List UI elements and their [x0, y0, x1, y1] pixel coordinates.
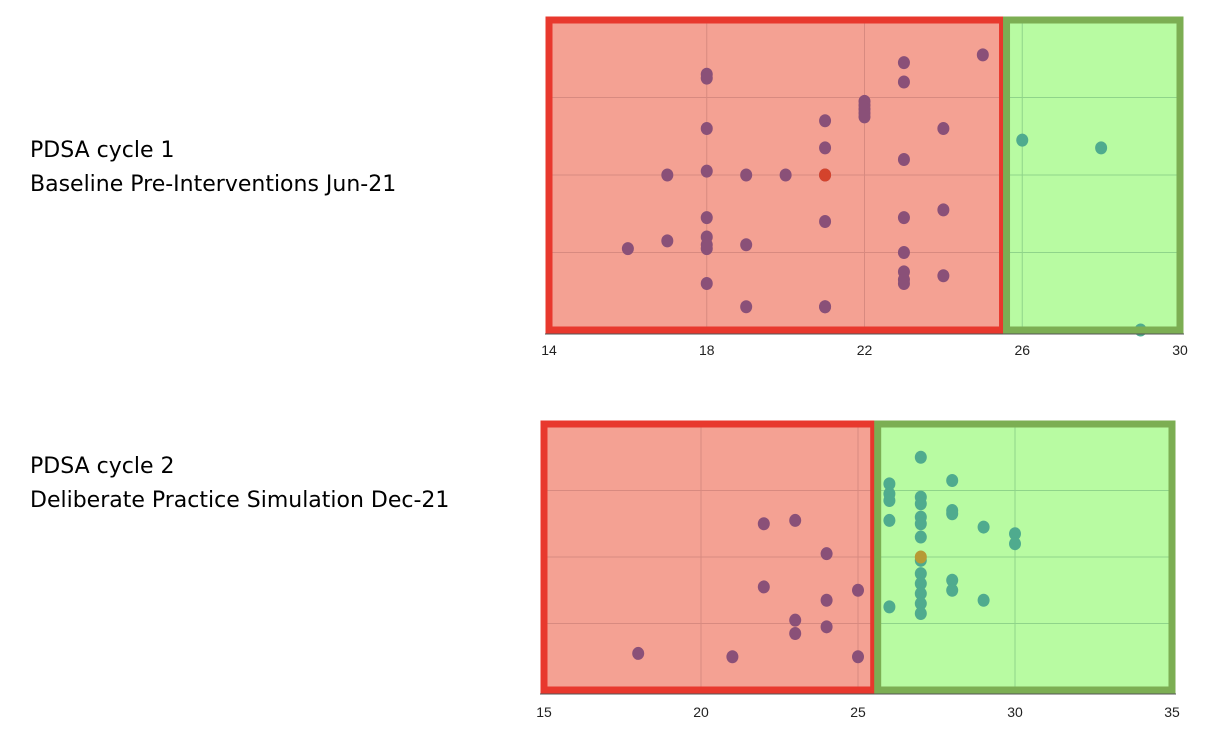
data-point	[700, 71, 713, 85]
data-point	[621, 242, 634, 256]
x-tick-label: 14	[541, 342, 557, 358]
data-point	[1016, 133, 1029, 147]
data-point	[858, 110, 871, 124]
caption-cycle-1-subtitle: Baseline Pre-Interventions Jun-21	[30, 172, 397, 197]
data-point	[700, 122, 713, 135]
data-point	[661, 234, 674, 248]
data-point	[819, 300, 832, 314]
below-threshold-border	[545, 16, 1007, 334]
x-axis-tick-labels: 14 18 22 26 30	[541, 342, 1188, 358]
x-tick-label: 30	[1172, 342, 1188, 358]
data-point	[897, 153, 910, 166]
caption-cycle-1-title: PDSA cycle 1	[30, 138, 175, 163]
caption-cycle-2-subtitle: Deliberate Practice Simulation Dec-21	[30, 488, 450, 513]
data-point	[897, 56, 910, 70]
data-point	[819, 215, 832, 228]
data-point	[897, 246, 910, 259]
data-point	[740, 238, 753, 252]
data-point	[897, 211, 910, 225]
data-point	[740, 300, 753, 314]
data-point	[779, 168, 792, 182]
data-point	[700, 277, 713, 290]
x-tick-label: 18	[699, 342, 715, 358]
highlighted-data-point	[819, 168, 832, 182]
data-point	[700, 164, 713, 178]
data-point	[819, 114, 832, 128]
data-points	[621, 48, 1147, 337]
data-point	[937, 203, 950, 217]
x-tick-label: 26	[1014, 342, 1030, 358]
data-point	[819, 141, 832, 155]
data-point	[661, 168, 674, 182]
above-threshold-border	[1003, 16, 1184, 334]
data-point	[937, 269, 950, 283]
caption-cycle-2-title: PDSA cycle 2	[30, 454, 175, 479]
data-point	[937, 122, 950, 135]
data-point	[700, 242, 713, 256]
data-point	[740, 168, 753, 182]
data-point	[976, 48, 989, 62]
data-point	[897, 277, 910, 290]
caption-cycle-2: PDSA cycle 2 Deliberate Practice Simulat…	[30, 450, 449, 518]
x-tick-label: 22	[857, 342, 873, 358]
data-point	[897, 75, 910, 89]
data-point	[700, 211, 713, 225]
caption-cycle-1: PDSA cycle 1 Baseline Pre-Interventions …	[30, 134, 396, 202]
data-point	[1095, 141, 1108, 155]
